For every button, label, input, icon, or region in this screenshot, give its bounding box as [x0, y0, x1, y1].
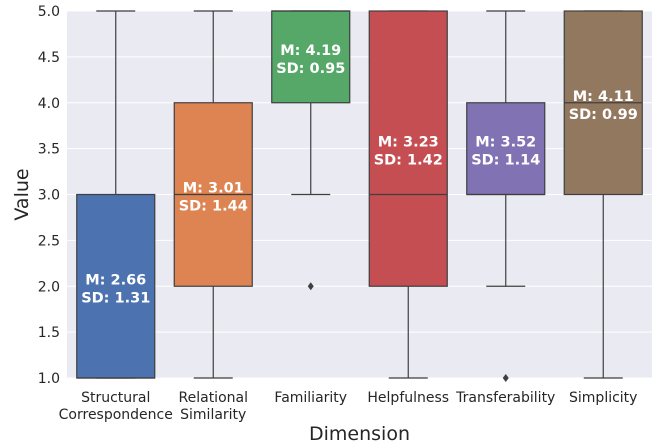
mean-label: M: 4.19	[280, 43, 341, 59]
y-tick-label: 4.5	[38, 50, 60, 66]
sd-label: SD: 0.95	[276, 61, 345, 77]
y-tick-label: 1.5	[38, 325, 60, 341]
x-axis-title: Dimension	[309, 423, 410, 444]
outlier-point	[502, 374, 509, 382]
mean-label: M: 3.23	[378, 135, 439, 151]
sd-label: SD: 1.44	[179, 199, 248, 215]
y-tick-label: 3.0	[38, 188, 60, 204]
outlier-point	[307, 282, 314, 291]
y-axis-title: Value	[11, 168, 33, 220]
box-group: M: 3.52 SD: 1.14	[466, 10, 546, 382]
box-group: M: 4.11 SD: 0.99	[563, 10, 643, 379]
mean-label: M: 4.11	[573, 89, 634, 105]
y-tick-label: 1.0	[38, 371, 60, 387]
boxes: M: 2.66 SD: 1.31 M: 3.01 SD: 1.44 M: 4.19 SD:…	[76, 10, 643, 382]
mean-label: M: 2.66	[85, 272, 146, 288]
x-tick-label: Simplicity	[569, 390, 637, 406]
box-group: M: 3.23 SD: 1.42	[368, 10, 448, 379]
y-tick-labels: 1.0 1.5 2.0 2.5 3.0 3.5 4.0 4.5 5.0	[38, 4, 60, 387]
iqr-box	[466, 102, 546, 196]
x-tick-label: Familiarity	[274, 390, 347, 406]
iqr-box	[271, 10, 351, 104]
sd-label: SD: 1.14	[471, 153, 540, 169]
x-tick-label: Transferability	[455, 390, 555, 406]
box-group: M: 2.66 SD: 1.31	[76, 10, 156, 379]
y-tick-label: 4.0	[38, 96, 60, 112]
sd-label: SD: 1.31	[81, 290, 150, 306]
sd-label: SD: 0.99	[569, 107, 638, 123]
iqr-box	[76, 193, 156, 379]
iqr-box	[368, 10, 448, 287]
mean-label: M: 3.52	[475, 135, 536, 151]
x-tick-label: Structural Correspondence	[59, 390, 173, 423]
y-tick-label: 3.5	[38, 142, 60, 158]
y-tick-label: 2.5	[38, 233, 60, 249]
gridlines	[67, 10, 652, 379]
mean-label: M: 3.01	[183, 181, 244, 197]
sd-label: SD: 1.42	[374, 153, 443, 169]
y-tick-label: 2.0	[38, 279, 60, 295]
box-group: M: 3.01 SD: 1.44	[173, 10, 253, 379]
x-tick-label: Relational Similarity	[179, 390, 248, 423]
x-tick-label: Helpfulness	[367, 390, 449, 406]
box-group: M: 4.19 SD: 0.95	[271, 10, 351, 291]
y-tick-label: 5.0	[38, 4, 60, 20]
